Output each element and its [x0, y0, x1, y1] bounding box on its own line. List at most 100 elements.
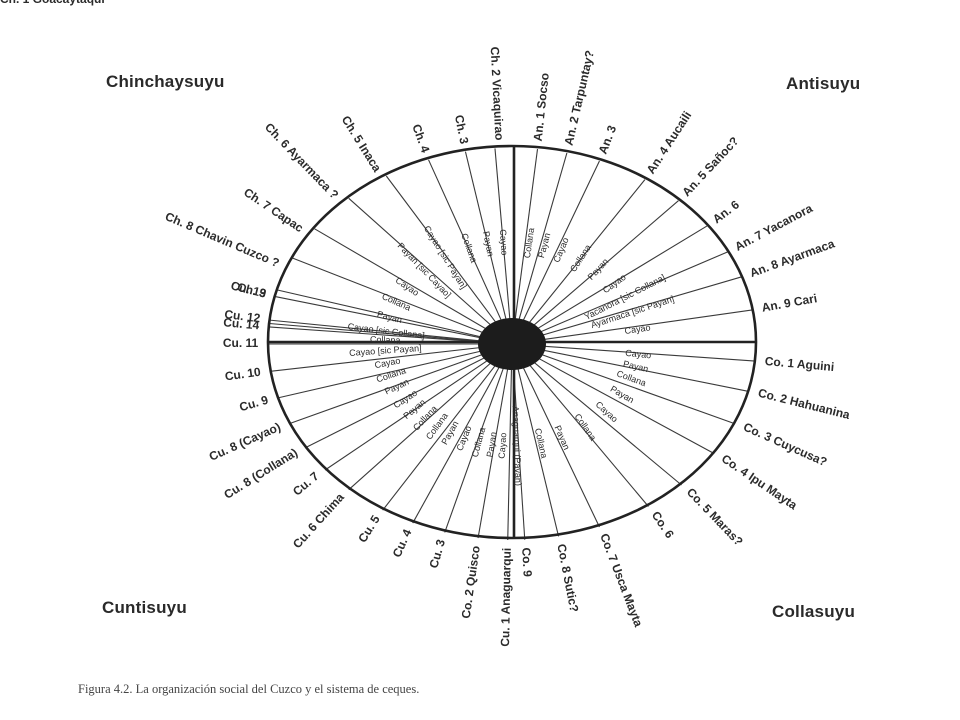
ceque-class-label: Collana: [572, 412, 598, 443]
group-label: Co. 7 Usca Mayta: [597, 531, 646, 628]
ceque-ray: [494, 148, 512, 333]
suyu-label-chinchaysuyu: Chinchaysuyu: [106, 72, 225, 91]
group-label: Cu. 8 (Cayao): [207, 420, 283, 464]
ceque-class-label: Payan: [376, 309, 403, 325]
group-label: Co. 9: [519, 547, 535, 577]
ceque-ray: [477, 355, 511, 539]
ceque-ray: [348, 352, 503, 491]
group-label: An. 4 Aucaili: [644, 109, 695, 177]
group-label: Ch. 2 Vicaquirao: [488, 46, 507, 140]
group-label: Ch. 7 Capac: [241, 185, 306, 235]
group-label: Co. 4 Ipu Mayta: [719, 452, 800, 513]
ceque-ray: [270, 345, 498, 372]
group-label: Ch. 6 Ayarmaca ?: [262, 120, 341, 202]
ceque-class-label: Payan: [481, 230, 496, 257]
group-label: Co. 6: [649, 509, 677, 541]
suyu-label-cuntisuyu: Cuntisuyu: [102, 598, 187, 617]
ceque-class-label: Cayao: [394, 275, 421, 298]
ceque-class-label: Cayao: [498, 229, 510, 256]
ceque-class-label: Cayao: [497, 432, 509, 459]
group-label: Co. 5 Maras?: [684, 485, 746, 548]
group-label: Cu. 12: [224, 307, 262, 325]
suyu-label-antisuyu: Antisuyu: [786, 74, 861, 93]
group-label: Ch. 1 Goacaytaqui: [0, 0, 105, 6]
group-label: Co. 8 Sutic?: [554, 543, 581, 614]
group-label: Cu. 14: [223, 315, 260, 332]
figure-caption: Figura 4.2. La organización social del C…: [78, 682, 420, 696]
ceque-ray: [348, 197, 503, 336]
ceque-ray: [521, 352, 682, 486]
group-label: An. 6: [710, 197, 742, 226]
group-label: Ch. 4: [409, 122, 432, 155]
ceque-ray: [525, 348, 736, 425]
ceque-ray: [514, 355, 560, 537]
ceque-ray: [385, 175, 505, 335]
ceque-ray: [512, 149, 539, 333]
ceque-ray: [314, 228, 501, 338]
ceque-ray: [507, 355, 513, 540]
group-label: Cu. 7: [290, 469, 322, 499]
ceque-ray: [428, 159, 508, 334]
group-label: Ch. 3: [452, 114, 471, 146]
group-label: Cu. 11: [223, 336, 259, 350]
group-label: An. 1 Socso: [531, 72, 552, 142]
ceque-ray: [277, 346, 499, 399]
group-label: An. 7 Yacanora: [732, 201, 815, 254]
ceque-class-label: Cayao: [374, 355, 401, 370]
ceque-class-label: Collana: [533, 427, 550, 459]
ceque-ray: [324, 351, 502, 471]
ceque-ray: [526, 344, 756, 362]
ceque-ray: [269, 319, 498, 344]
group-label: An. 9 Cari: [761, 291, 819, 315]
group-label: Ch. 8 Chavin Cuzco ?: [163, 209, 281, 270]
group-label: Co. 3 Cuycusa?: [741, 420, 829, 469]
ceque-ray: [516, 354, 600, 528]
ceque-ray: [268, 326, 498, 344]
ceque-ray: [524, 251, 728, 339]
ceque-class-label: Payan: [485, 431, 499, 458]
ceque-ray: [521, 200, 679, 336]
group-label: Ch. 9: [236, 280, 268, 301]
ceque-ray: [519, 179, 646, 335]
ceque-ray: [525, 276, 742, 341]
ceque-ray: [275, 296, 498, 342]
ceque-class-label: Collana: [522, 227, 536, 259]
ceque-class-label: Cayao: [551, 236, 570, 264]
ceque-class-label: Payan: [536, 232, 552, 259]
center-hub: [478, 318, 546, 370]
group-label: An. 3: [596, 123, 620, 156]
group-label: Co. 2 Quisco: [459, 545, 483, 620]
ceque-ray: [526, 309, 753, 343]
group-label: Cu. 5: [355, 512, 383, 545]
ceque-class-label: Cayao: [624, 322, 651, 336]
suyu-label-collasuyu: Collasuyu: [772, 602, 856, 621]
ceque-ray: [288, 348, 499, 425]
ceque-ray: [514, 152, 568, 333]
ceque-ray: [382, 353, 505, 511]
ceque-ray: [269, 322, 498, 344]
ceque-class-label: Payan: [553, 424, 572, 451]
ceque-ray: [516, 160, 600, 334]
group-label: Co. 2 Hahuanina: [757, 386, 852, 422]
ceque-class-label: Anaguarqui (Payan): [511, 406, 524, 486]
group-label: Co. 1 Aguini: [764, 354, 835, 374]
group-label: An. 8 Ayarmaca: [748, 236, 837, 280]
ceque-ray: [292, 257, 500, 340]
ceque-ray: [304, 349, 500, 449]
group-label: Cu. 10: [224, 365, 262, 384]
ceque-ray: [277, 289, 499, 342]
ceque-class-label: Collana: [380, 291, 412, 313]
ceque-ray: [523, 225, 708, 338]
ceque-class-label: Collana: [568, 243, 593, 274]
group-label: Cu. 3: [426, 537, 448, 569]
ceque-class-label: Payan: [586, 256, 611, 281]
ceque-class-label: Collana: [370, 334, 401, 345]
ceque-ray: [464, 151, 510, 333]
group-label: Ch. 5 Inaca: [339, 113, 385, 174]
group-label: Cu. 1 Anaguarqui: [498, 548, 514, 647]
group-label: Cu. 4: [390, 527, 415, 560]
ceque-ray: [523, 350, 715, 455]
group-label: Cu. 6 Chima: [290, 490, 347, 551]
